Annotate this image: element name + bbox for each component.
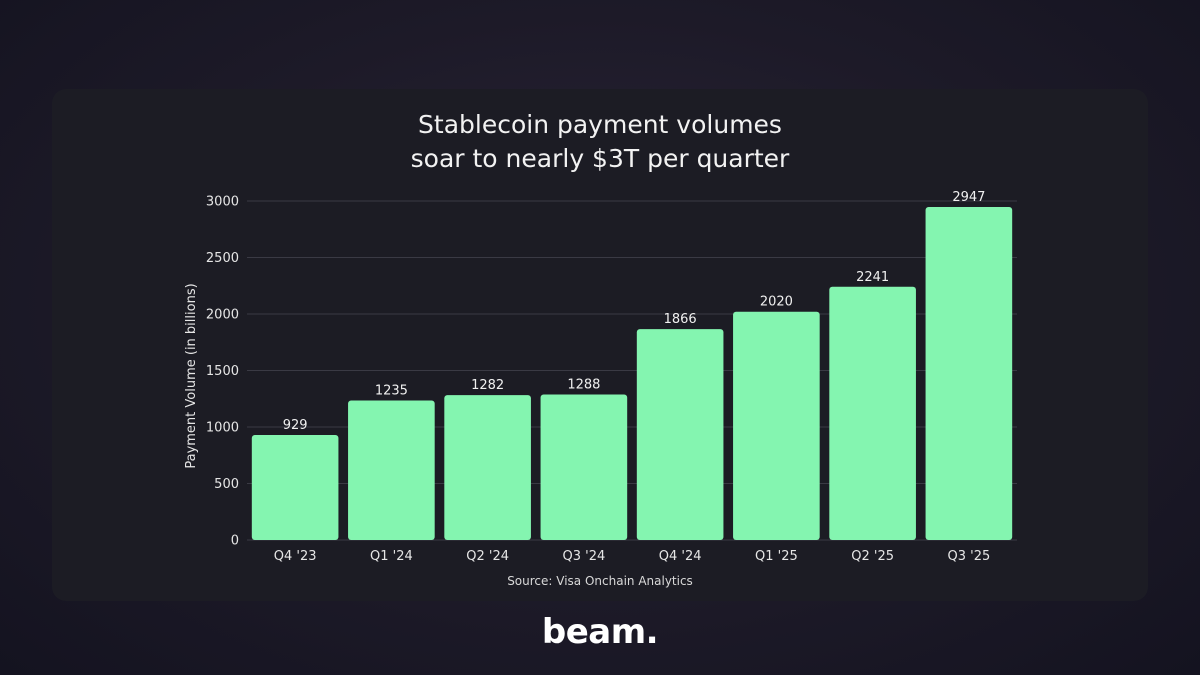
y-tick-label: 1500 [206, 364, 239, 379]
bar [444, 395, 531, 540]
x-axis-ticks: Q4 '23 Q1 '24 Q2 '24 Q3 '24 Q4 '24 Q1 '25 Q2 '… [274, 549, 991, 564]
y-tick-label: 2000 [206, 308, 239, 323]
x-tick-label: Q1 '25 [755, 549, 798, 564]
bar-chart: Stablecoin payment volumes soar to nearl… [184, 110, 1017, 588]
y-tick-label: 1000 [206, 421, 239, 436]
x-tick-label: Q3 '25 [947, 549, 990, 564]
bar [925, 206, 1013, 540]
bar-value-label: 2241 [856, 270, 889, 285]
x-tick-label: Q4 '24 [659, 549, 702, 564]
y-tick-label: 3000 [206, 195, 239, 210]
chart-title-line-2: soar to nearly $3T per quarter [411, 144, 790, 173]
bar [636, 329, 724, 540]
bar-value-label: 1282 [471, 378, 504, 393]
bar [540, 394, 628, 540]
bar-value-label: 1866 [664, 312, 697, 327]
x-tick-label: Q3 '24 [562, 549, 605, 564]
brand-logo: beam. [541, 612, 659, 652]
bar-value-label: 1288 [567, 377, 600, 392]
bar-value-label: 2020 [760, 295, 793, 310]
bars [251, 206, 1013, 540]
bar [348, 400, 435, 540]
x-tick-label: Q2 '24 [466, 549, 509, 564]
y-axis-title: Payment Volume (in billions) [184, 283, 199, 468]
chart-title-line-1: Stablecoin payment volumes [418, 110, 782, 139]
bar-value-label: 929 [283, 418, 308, 433]
chart-card: Stablecoin payment volumes soar to nearl… [52, 89, 1148, 601]
bar [733, 311, 820, 540]
bar-value-label: 1235 [375, 383, 408, 398]
bar [829, 286, 916, 540]
bar [251, 435, 339, 540]
x-tick-label: Q1 '24 [370, 549, 413, 564]
y-tick-label: 0 [231, 534, 239, 549]
data-labels: 929 1235 1282 1288 1866 2020 2241 2947 [283, 190, 986, 433]
y-tick-label: 500 [214, 477, 239, 492]
y-axis-ticks: 0 500 1000 1500 2000 2500 3000 [206, 195, 239, 549]
x-tick-label: Q4 '23 [274, 549, 317, 564]
y-tick-label: 2500 [206, 251, 239, 266]
x-tick-label: Q2 '25 [851, 549, 894, 564]
bar-value-label: 2947 [952, 190, 985, 205]
source-note: Source: Visa Onchain Analytics [507, 574, 693, 588]
